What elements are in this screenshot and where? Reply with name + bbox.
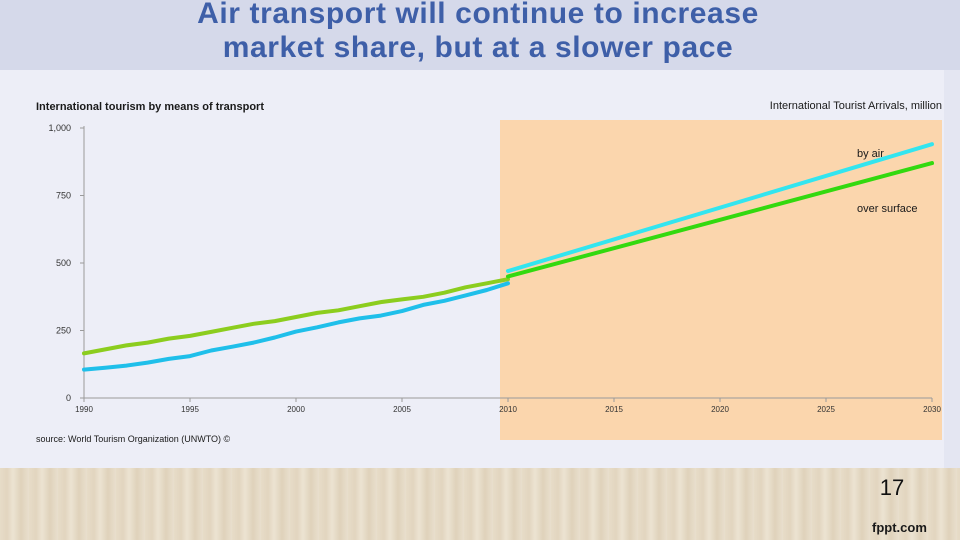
y-tick-label: 500 (56, 258, 71, 268)
source-note: source: World Tourism Organization (UNWT… (36, 434, 231, 444)
x-tick-group: 1990 1995 2000 2005 2010 2015 2020 2025 2030 (75, 398, 941, 414)
x-tick-label: 2025 (817, 405, 835, 414)
slide-title: Air transport will continue to increase … (0, 0, 958, 65)
forecast-shaded-region (500, 120, 942, 440)
x-tick-label: 1995 (181, 405, 199, 414)
brand-logo-text: fppt.com (872, 520, 927, 535)
slide-header: Air transport will continue to increase … (0, 0, 960, 70)
slide-title-line-2: market share, but at a slower pace (222, 31, 734, 64)
slide-title-line-1: Air transport will continue to increase (197, 0, 759, 30)
x-tick-label: 2030 (923, 405, 941, 414)
chart-title: International tourism by means of transp… (36, 101, 264, 113)
series-line-by-air-forecast (506, 142, 934, 274)
y-tick-label: 750 (56, 191, 71, 201)
unit-label: International Tourist Arrivals, million (770, 100, 942, 112)
x-tick-label: 2000 (287, 405, 305, 414)
x-tick-label: 2010 (499, 405, 517, 414)
series-label-by-air: by air (857, 148, 884, 160)
x-tick-label: 2020 (711, 405, 729, 414)
y-tick-label: 250 (56, 326, 71, 336)
series-line-by-air (82, 281, 510, 372)
y-tick-label: 0 (66, 393, 71, 403)
series-line-over-surface (82, 277, 510, 356)
x-tick-label: 1990 (75, 405, 93, 414)
footer-band (0, 468, 960, 540)
x-tick-label: 2015 (605, 405, 623, 414)
series-line-group (82, 142, 934, 372)
y-tick-label: 1,000 (48, 123, 71, 133)
x-tick-label: 2005 (393, 405, 411, 414)
slide-number: 17 (879, 475, 905, 500)
right-edge-strip (944, 70, 960, 468)
series-line-over-surface-forecast (506, 161, 934, 279)
y-tick-group: 0 250 500 750 1,000 (48, 123, 84, 403)
series-label-over-surface: over surface (857, 203, 918, 215)
